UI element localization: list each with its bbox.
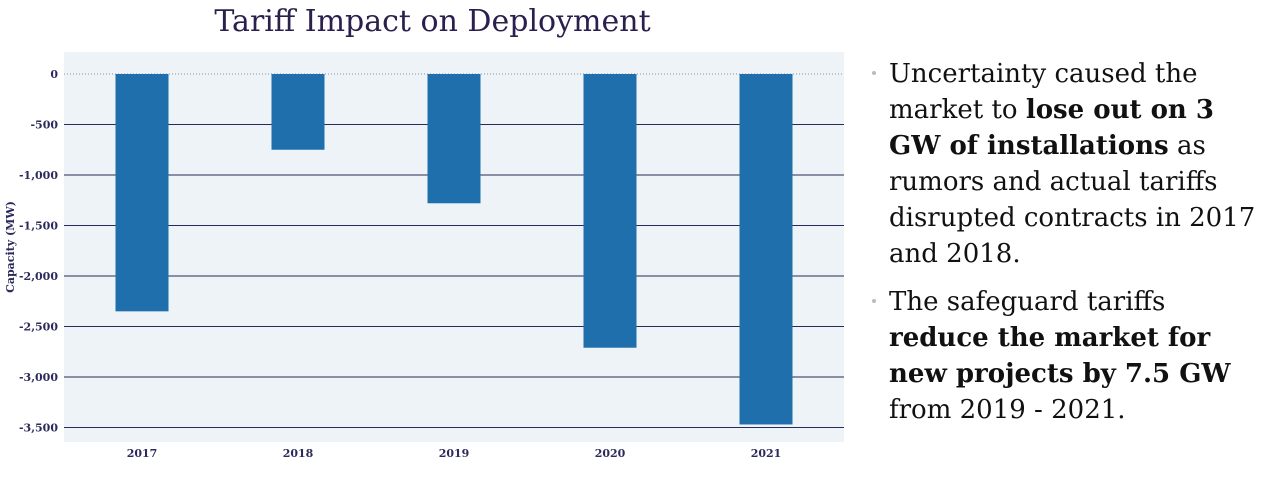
bullet-item: Uncertainty caused the market to lose ou…	[872, 56, 1272, 272]
bar	[271, 74, 325, 150]
bar	[739, 74, 793, 425]
bullet-dot-icon	[872, 71, 876, 75]
y-tick-label: 0	[50, 68, 58, 81]
y-tick-label: -500	[30, 119, 58, 132]
bar	[427, 74, 481, 204]
y-tick-label: -2,000	[19, 270, 58, 283]
bullet-dot-icon	[872, 299, 876, 303]
x-tick-label: 2019	[439, 447, 470, 460]
bullet-text-after: as rumors and actual tariffs disrupted c…	[889, 131, 1256, 269]
y-tick-labels: 0 -500 -1,000 -1,500 -2,000 -2,500 -3,000 -3,50…	[19, 68, 58, 435]
x-tick-label: 2020	[595, 447, 626, 460]
bullet-text-after: from 2019 - 2021.	[889, 395, 1126, 425]
bullet-text-before: Uncertainty caused the market to	[889, 59, 1198, 125]
bullet-text-before: The safeguard tariffs	[889, 287, 1166, 317]
y-axis-label: Capacity (MW)	[4, 201, 17, 293]
bullet-text-bold: lose out on 3 GW of installations	[889, 95, 1214, 161]
bar	[583, 74, 637, 348]
bullet-text-bold: reduce the market for new projects by 7.…	[889, 323, 1231, 389]
bar	[115, 74, 169, 312]
y-tick-label: -1,500	[19, 220, 58, 233]
bullet-list: Uncertainty caused the market to lose ou…	[872, 56, 1272, 440]
x-tick-label: 2018	[283, 447, 314, 460]
bars	[115, 74, 793, 425]
bar-chart: 0 -500 -1,000 -1,500 -2,000 -2,500 -3,000 -3,50…	[4, 52, 844, 460]
gridlines	[64, 73, 844, 428]
bullet-item: The safeguard tariffs reduce the market …	[872, 284, 1272, 428]
y-tick-label: -3,000	[19, 371, 58, 384]
x-tick-label: 2021	[751, 447, 782, 460]
x-tick-label: 2017	[127, 447, 158, 460]
y-tick-label: -2,500	[19, 321, 58, 334]
y-tick-label: -3,500	[19, 422, 58, 435]
chart-title: Tariff Impact on Deployment	[214, 4, 651, 39]
y-tick-label: -1,000	[19, 169, 58, 182]
x-tick-labels: 2017 2018 2019 2020 2021	[127, 447, 782, 460]
